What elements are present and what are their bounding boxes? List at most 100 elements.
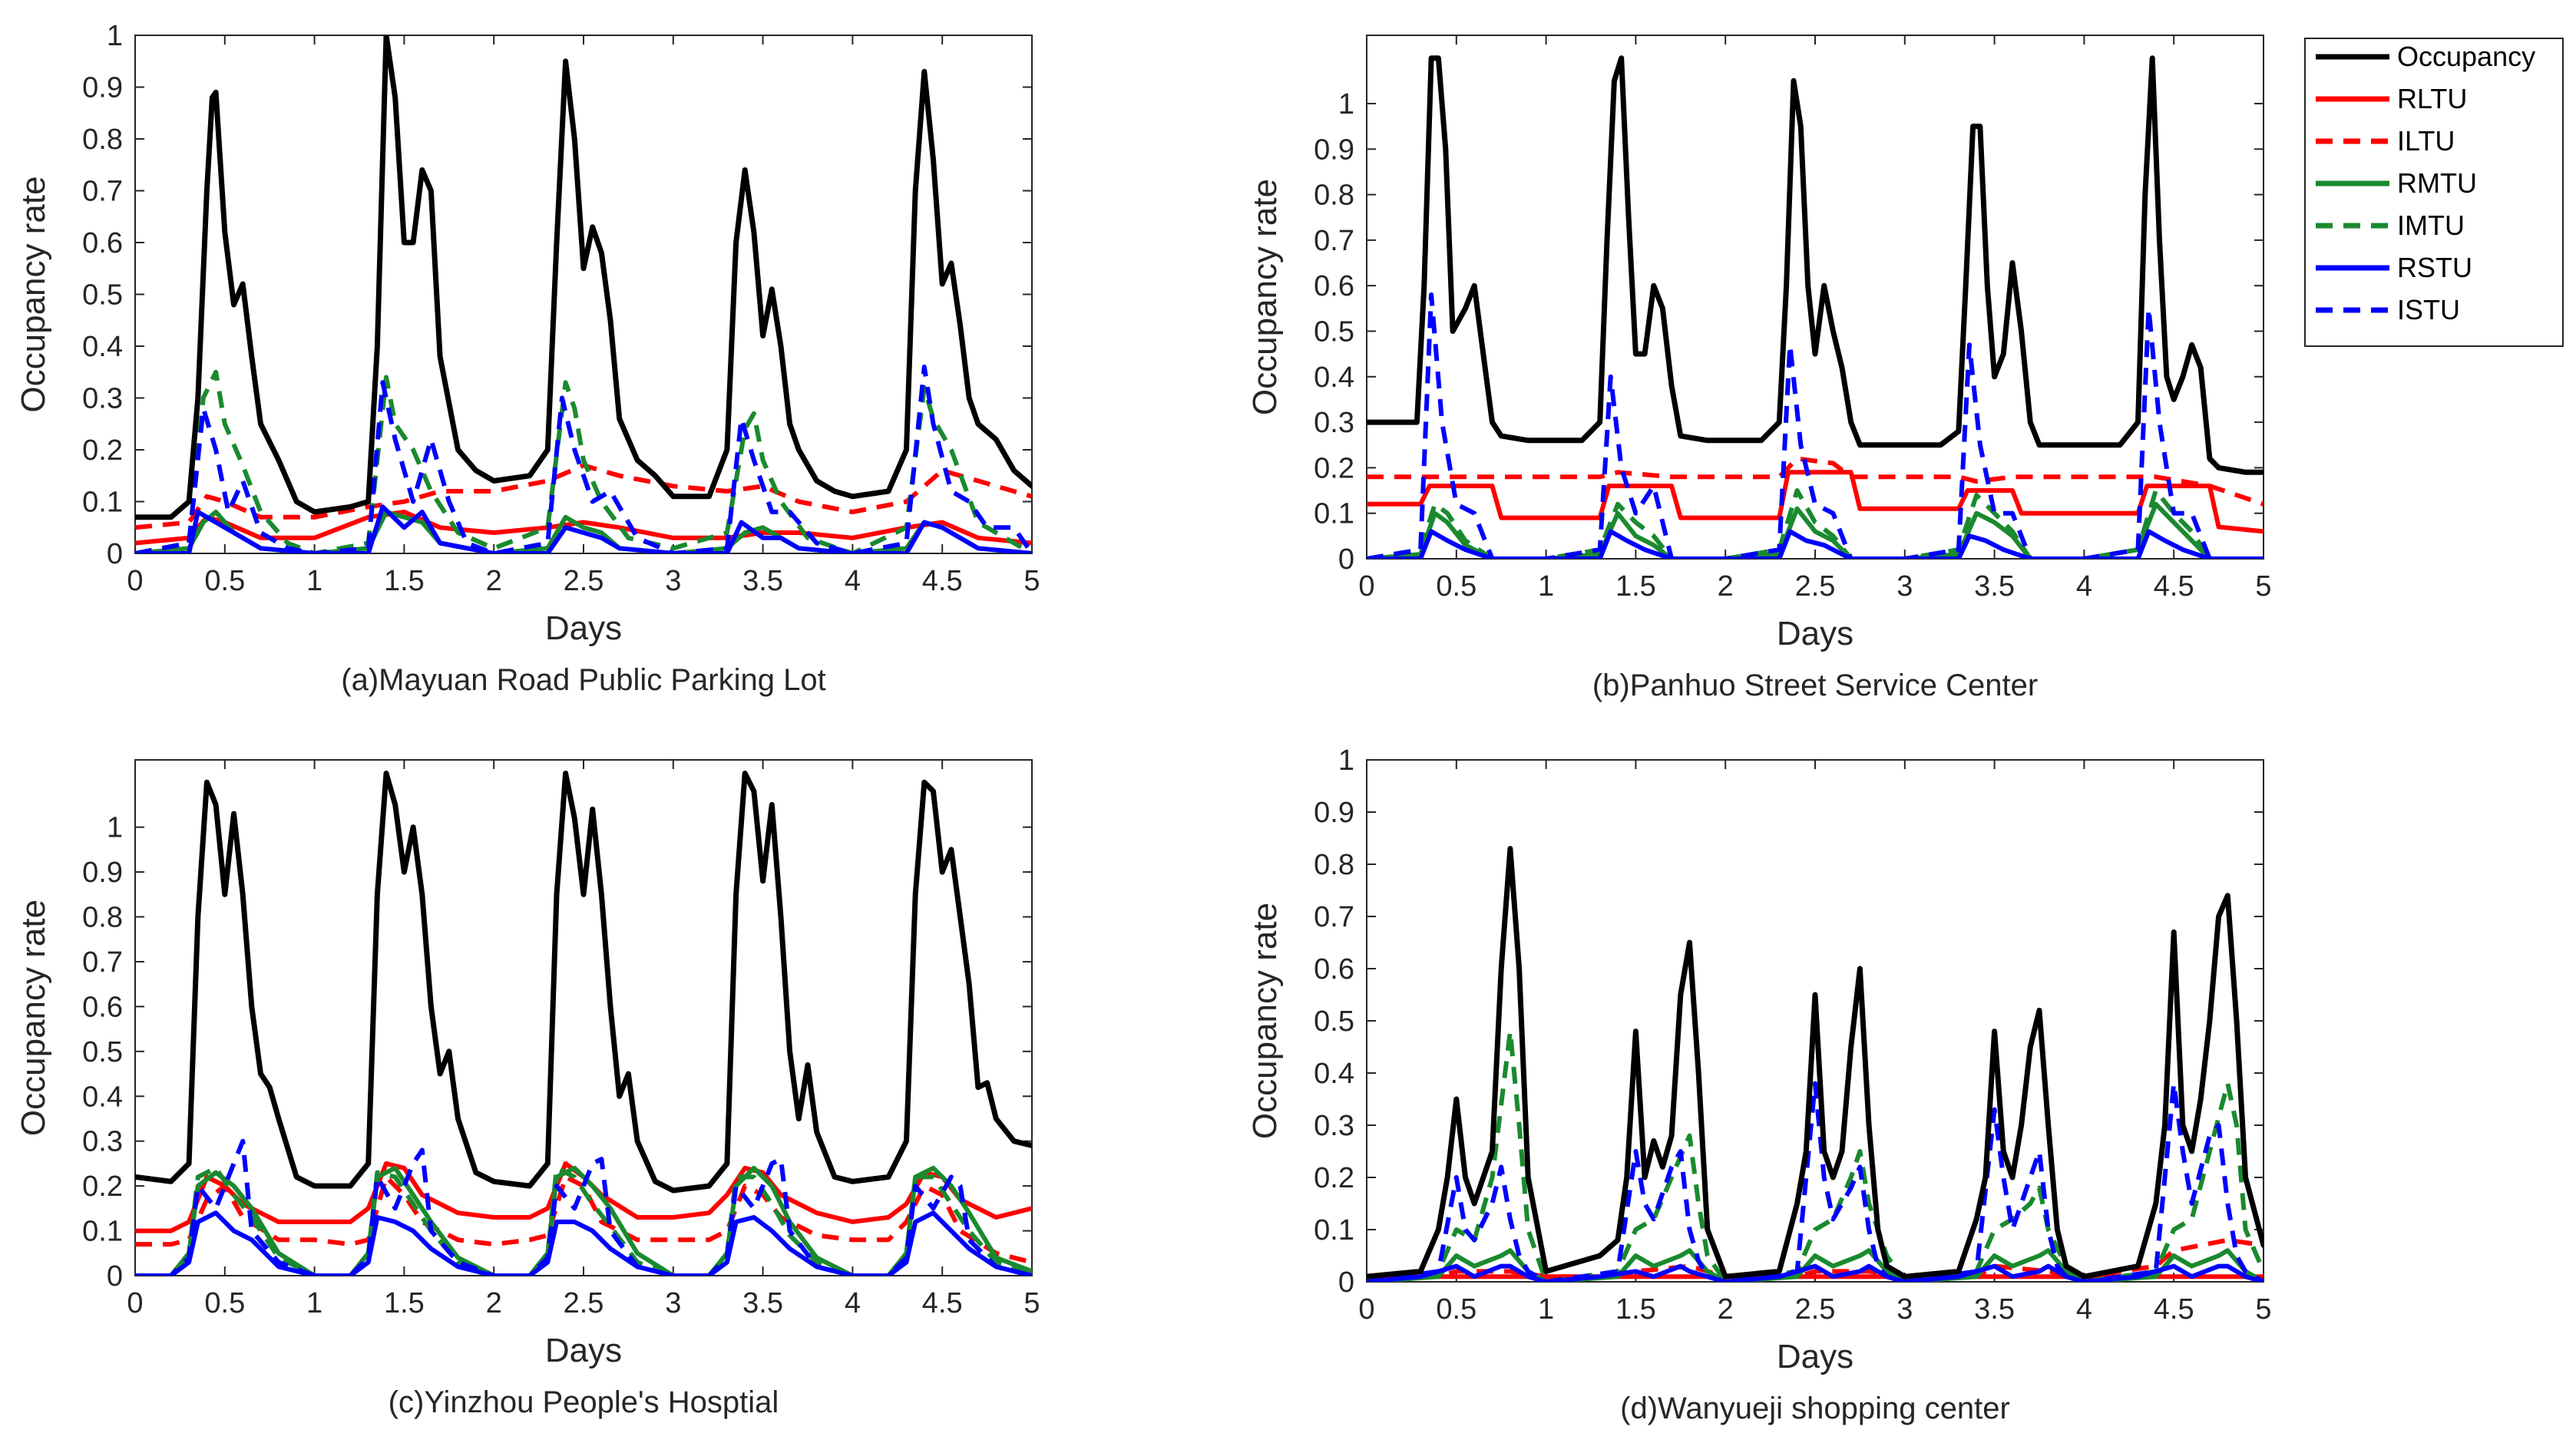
- y-tick-label: 0.2: [1314, 452, 1354, 484]
- y-tick-label: 0.2: [82, 1171, 123, 1203]
- series-line-occupancy: [135, 35, 1032, 520]
- x-tick-label: 0: [127, 565, 143, 597]
- legend-label: Occupancy: [2397, 41, 2535, 72]
- x-tick-label: 2: [486, 565, 502, 597]
- series-line-rstu: [135, 504, 1032, 553]
- panel-4: 0 0.5 1 1.5 2 2.5 3 3.5 4 4.5 5 0 0.1 0.2 0.3 0.4 0.5 0.6…: [1246, 745, 2272, 1425]
- panel-caption: (c)Yinzhou People's Hosptial: [389, 1385, 779, 1419]
- y-axis-label: Occupancy rate: [15, 900, 52, 1136]
- x-tick-label: 4.5: [922, 565, 963, 597]
- y-tick-label: 0.1: [82, 487, 123, 519]
- y-axis-label: Occupancy rate: [1246, 903, 1284, 1139]
- y-tick-label: 0.6: [82, 991, 123, 1023]
- y-tick-label: 0.4: [1314, 1058, 1354, 1090]
- series-line-iltu: [135, 1174, 1032, 1265]
- y-tick-label: 0.8: [82, 124, 123, 156]
- y-tick-label: 0.4: [82, 1081, 123, 1113]
- panel-caption: (d)Wanyueji shopping center: [1620, 1392, 2010, 1425]
- y-tick-label: 1: [1338, 745, 1354, 777]
- y-tick-label: 0: [1338, 543, 1354, 576]
- x-tick-label: 3.5: [742, 565, 783, 597]
- legend-label: ILTU: [2397, 125, 2455, 157]
- y-tick-label: 0.6: [1314, 953, 1354, 986]
- y-tick-label: 0.5: [1314, 315, 1354, 348]
- x-tick-label: 3: [1896, 1293, 1913, 1326]
- x-tick-label: 0.5: [1436, 1293, 1476, 1326]
- y-tick-label: 1: [107, 20, 123, 52]
- y-tick-label: 0.7: [1314, 901, 1354, 933]
- x-tick-label: 5: [1023, 565, 1040, 597]
- legend-label: RMTU: [2397, 167, 2477, 199]
- series-line-rltu: [135, 510, 1032, 546]
- legend-label: RSTU: [2397, 252, 2472, 283]
- x-tick-label: 1: [306, 565, 322, 597]
- series-line-iltu: [135, 463, 1032, 530]
- y-tick-label: 0.1: [1314, 498, 1354, 530]
- panel-1: 0 0.5 1 1.5 2 2.5 3 3.5 4 4.5 5 0 0.1 0.2 0.3 0.4 0.5 0.6…: [15, 20, 1040, 697]
- x-tick-label: 3.5: [1974, 570, 2015, 603]
- series-line-istu: [1367, 1081, 2264, 1282]
- y-tick-label: 0.3: [82, 1126, 123, 1158]
- y-tick-label: 1: [107, 812, 123, 844]
- y-axis-label: Occupancy rate: [1246, 179, 1284, 415]
- series-group: [135, 771, 1032, 1276]
- y-tick-label: 0.2: [82, 434, 123, 467]
- series-line-istu: [1367, 292, 2264, 559]
- series-group: [135, 35, 1032, 553]
- y-tick-label: 0.9: [1314, 134, 1354, 166]
- panel-caption: (a)Mayuan Road Public Parking Lot: [341, 663, 825, 697]
- series-line-istu: [135, 365, 1032, 553]
- x-axis-label: Days: [1777, 615, 1853, 652]
- y-tick-label: 0.1: [82, 1216, 123, 1248]
- x-tick-label: 4.5: [2154, 1293, 2194, 1326]
- y-tick-label: 0.5: [82, 1036, 123, 1068]
- y-tick-label: 0.4: [1314, 362, 1354, 394]
- x-tick-label: 0.5: [204, 1287, 245, 1319]
- x-tick-label: 5: [1023, 1287, 1040, 1319]
- legend-label: RLTU: [2397, 83, 2467, 114]
- x-tick-label: 1: [1538, 1293, 1554, 1326]
- x-tick-label: 1: [1538, 570, 1554, 603]
- series-line-rstu: [1367, 529, 2264, 559]
- x-tick-label: 5: [2255, 1293, 2271, 1326]
- x-tick-label: 2.5: [1795, 570, 1836, 603]
- legend-label: IMTU: [2397, 210, 2465, 241]
- series-line-iltu: [1367, 456, 2264, 507]
- y-tick-label: 0.3: [82, 383, 123, 415]
- x-tick-label: 4: [2076, 1293, 2092, 1326]
- x-tick-label: 0.5: [1436, 570, 1476, 603]
- x-tick-label: 4.5: [2154, 570, 2194, 603]
- x-tick-label: 2: [1718, 570, 1734, 603]
- y-tick-label: 0.7: [82, 176, 123, 208]
- x-tick-label: 2.5: [564, 1287, 604, 1319]
- x-tick-label: 2: [486, 1287, 502, 1319]
- series-line-istu: [135, 1138, 1032, 1276]
- panel-2: 0 0.5 1 1.5 2 2.5 3 3.5 4 4.5 5 0 0.1 0.2 0.3 0.4 0.5 0.6…: [1246, 35, 2272, 702]
- y-tick-label: 0.7: [82, 946, 123, 979]
- x-tick-label: 4: [845, 565, 861, 597]
- series-group: [1367, 55, 2264, 559]
- series-group: [1367, 846, 2264, 1282]
- x-tick-label: 0: [127, 1287, 143, 1319]
- x-tick-label: 5: [2255, 570, 2271, 603]
- x-tick-label: 4.5: [922, 1287, 963, 1319]
- x-tick-label: 4: [845, 1287, 861, 1319]
- x-axis-label: Days: [545, 609, 622, 647]
- legend-label: ISTU: [2397, 294, 2460, 325]
- series-line-iltu: [1367, 1237, 2264, 1280]
- x-tick-label: 1.5: [384, 1287, 425, 1319]
- y-tick-label: 0.5: [82, 279, 123, 312]
- y-tick-label: 0.9: [1314, 797, 1354, 829]
- y-tick-label: 0.9: [82, 857, 123, 889]
- x-tick-label: 3: [665, 565, 681, 597]
- y-tick-label: 0.3: [1314, 407, 1354, 439]
- x-tick-label: 1: [306, 1287, 322, 1319]
- x-tick-label: 2: [1718, 1293, 1734, 1326]
- series-line-occupancy: [1367, 55, 2264, 475]
- x-tick-label: 3: [1896, 570, 1913, 603]
- y-tick-label: 0.7: [1314, 225, 1354, 257]
- series-line-occupancy: [1367, 846, 2264, 1280]
- legend-box: [2304, 38, 2564, 347]
- y-tick-label: 1: [1338, 88, 1354, 121]
